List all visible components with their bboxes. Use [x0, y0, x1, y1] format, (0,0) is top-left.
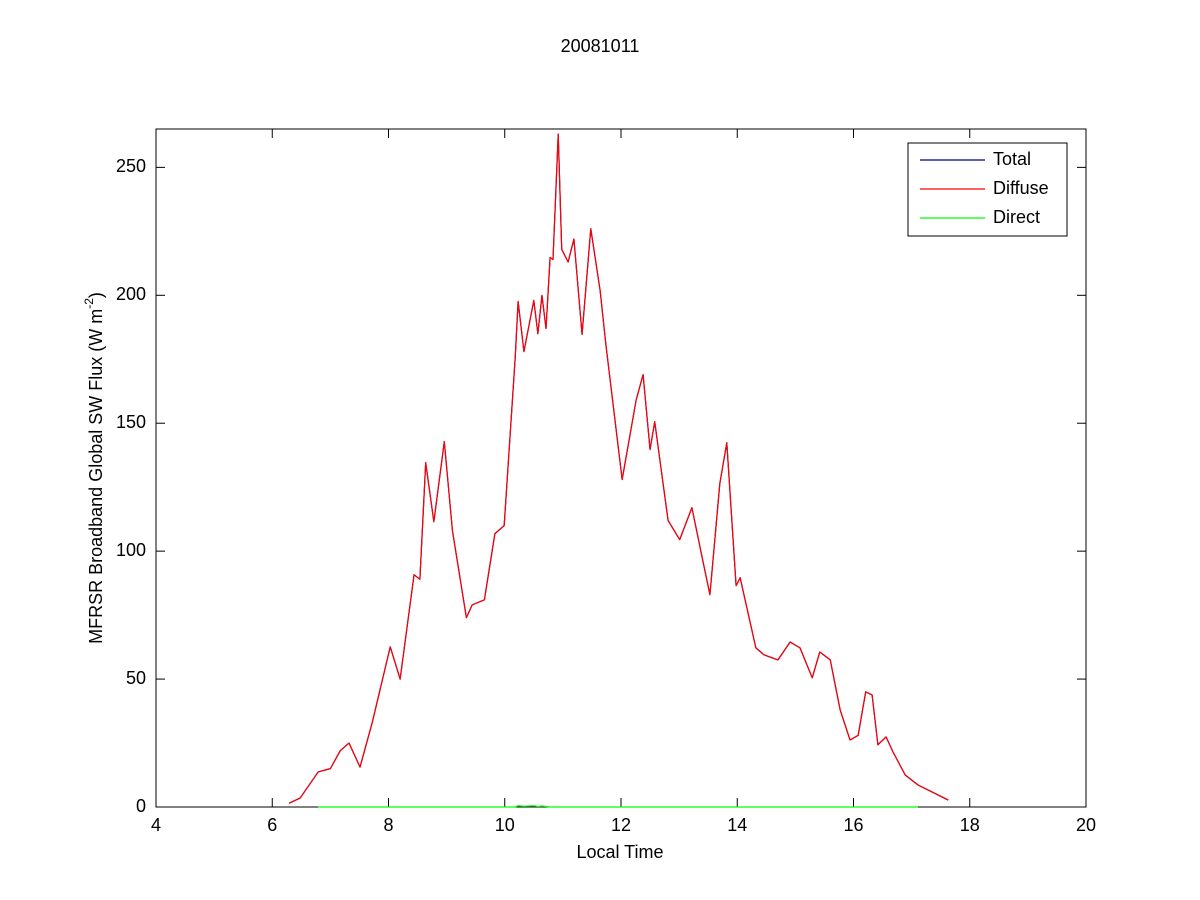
x-tick-label: 4 [151, 815, 161, 835]
y-axis-label: MFRSR Broadband Global SW Flux (W m-2) [82, 292, 106, 644]
legend-label: Direct [993, 207, 1040, 227]
legend-label: Total [993, 149, 1031, 169]
x-axis-label: Local Time [576, 842, 663, 862]
y-tick-label: 50 [126, 668, 146, 688]
series-line [318, 805, 919, 808]
y-tick-label: 100 [116, 540, 146, 560]
y-tick-label: 200 [116, 284, 146, 304]
x-tick-label: 20 [1076, 815, 1096, 835]
legend-label: Diffuse [993, 178, 1049, 198]
x-tick-label: 6 [267, 815, 277, 835]
y-tick-label: 250 [116, 156, 146, 176]
y-tick-label: 0 [136, 796, 146, 816]
x-tick-label: 16 [843, 815, 863, 835]
chart-title: 20081011 [561, 36, 640, 56]
series-line [288, 133, 949, 804]
x-tick-label: 8 [383, 815, 393, 835]
x-tick-label: 10 [495, 815, 515, 835]
y-tick-label: 150 [116, 412, 146, 432]
y-label-end: ) [86, 292, 106, 298]
x-tick-label: 12 [611, 815, 631, 835]
y-label-text: MFRSR Broadband Global SW Flux (W m [86, 309, 106, 644]
x-tick-label: 18 [960, 815, 980, 835]
x-tick-label: 14 [727, 815, 747, 835]
y-label-superscript: -2 [82, 298, 96, 309]
